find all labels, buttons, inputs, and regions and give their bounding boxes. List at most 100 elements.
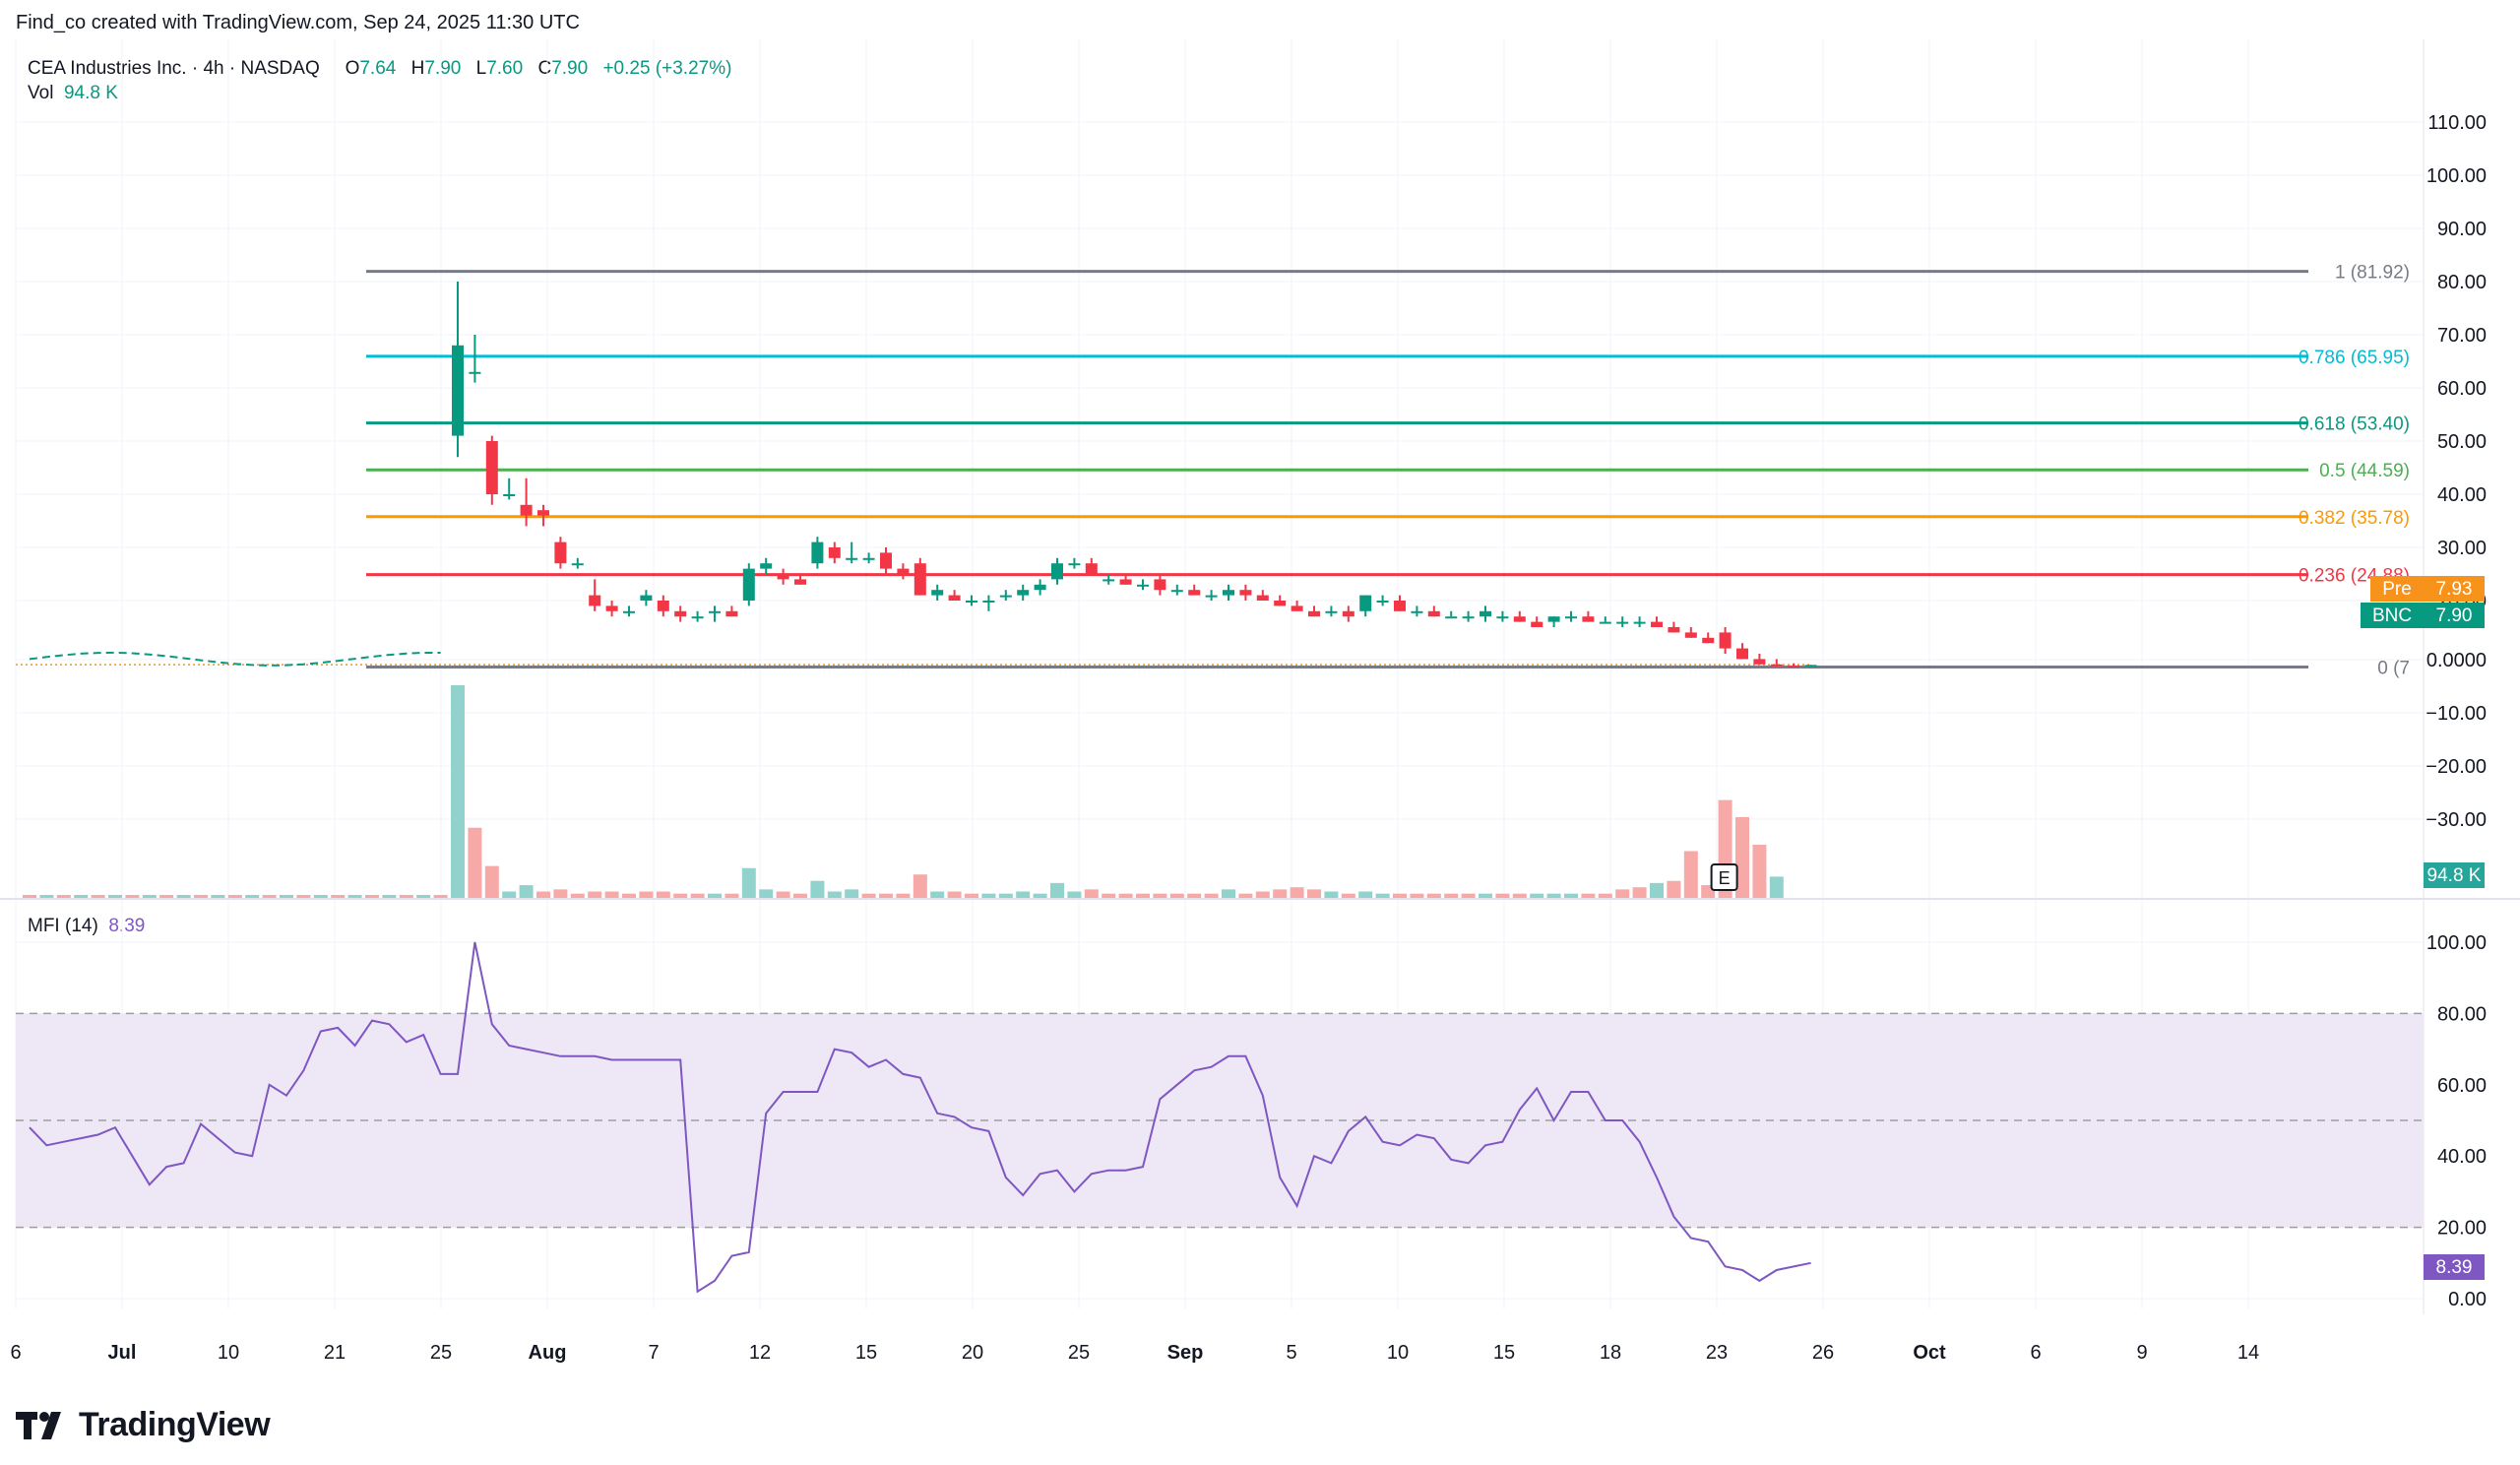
low-value: 7.60	[486, 58, 524, 79]
mfi-label[interactable]: MFI (14)	[28, 916, 98, 936]
mfi-axis-label: 0.00	[2448, 1289, 2487, 1310]
candle-body	[794, 579, 806, 585]
volume-bar	[879, 893, 893, 898]
volume-bar	[1290, 887, 1304, 898]
close-value: 7.90	[551, 58, 589, 79]
volume-legend: Vol 94.8 K	[28, 83, 118, 104]
volume-bar	[1581, 893, 1596, 898]
time-axis-label: 10	[218, 1342, 239, 1364]
mfi-axis-label: 20.00	[2437, 1218, 2487, 1240]
candle-body	[1274, 601, 1287, 606]
symbol-title[interactable]: CEA Industries Inc. · 4h · NASDAQ	[28, 58, 320, 79]
tradingview-wordmark: TradingView	[79, 1406, 271, 1443]
candle-body	[1223, 590, 1234, 596]
volume-bar	[1084, 889, 1099, 898]
volume-badge-value: 94.8 K	[2427, 865, 2482, 886]
volume-bar	[1136, 893, 1150, 898]
volume-bar	[1255, 891, 1270, 898]
volume-bar	[690, 893, 705, 898]
time-axis-label: 6	[2030, 1342, 2041, 1364]
fib-level-label: 0.5 (44.59)	[2319, 461, 2410, 481]
fib-level-label: 0 (7	[2377, 659, 2410, 679]
candle-body	[571, 563, 584, 566]
candle-body	[1068, 563, 1081, 566]
last-price-badge: BNC 7.90	[2361, 603, 2485, 628]
volume-value: 94.8 K	[63, 83, 118, 103]
volume-badge: 94.8 K	[2424, 862, 2485, 888]
candle-body	[1770, 664, 1783, 667]
candle-body	[1170, 590, 1183, 593]
candle-body	[485, 441, 498, 494]
volume-bar	[484, 865, 499, 898]
volume-axis-label: 0.0000	[2426, 650, 2487, 671]
volume-bar	[74, 895, 89, 898]
mfi-axis-label: 60.00	[2437, 1075, 2487, 1097]
volume-bar	[981, 893, 996, 898]
volume-bar	[39, 895, 54, 898]
volume-bar	[1769, 876, 1784, 898]
candle-body	[589, 595, 601, 606]
chart-canvas[interactable]: 1 (81.92) 0.786 (65.95) 0.618 (53.40) 0.5 (…	[0, 0, 2520, 1388]
candle-body	[897, 568, 910, 574]
volume-bar	[1512, 893, 1527, 898]
volume-bar	[331, 895, 346, 898]
volume-bar	[1598, 893, 1612, 898]
volume-bar	[810, 880, 825, 898]
volume-bar	[468, 827, 482, 898]
candle-body	[982, 601, 995, 603]
candle-body	[880, 552, 892, 569]
candle-body	[1496, 616, 1509, 619]
volume-label[interactable]: Vol	[28, 83, 54, 103]
volume-bar	[159, 895, 174, 898]
volume-bar	[776, 891, 790, 898]
volume-bar	[347, 895, 362, 898]
candle-body	[760, 563, 773, 569]
volume-bar	[280, 895, 293, 898]
volume-bar	[1752, 845, 1767, 898]
candle-body	[1633, 621, 1646, 624]
candle-body	[999, 595, 1012, 598]
candle-body	[1325, 610, 1338, 613]
volume-bar	[1067, 891, 1082, 898]
candle-body	[1017, 590, 1030, 596]
price-axis-label: 70.00	[2437, 325, 2487, 347]
volume-bar	[56, 895, 71, 898]
volume-bar	[1667, 880, 1681, 898]
candle-body	[966, 601, 977, 603]
close-label: C	[537, 58, 552, 79]
open-label: O	[345, 58, 360, 79]
high-value: 7.90	[424, 58, 462, 79]
volume-bar	[741, 867, 756, 898]
volume-axis-label: −10.00	[2426, 703, 2487, 725]
volume-bar	[588, 891, 602, 898]
candle-body	[1736, 648, 1748, 660]
volume-bar	[827, 891, 842, 898]
volume-bar	[262, 895, 277, 898]
volume-bar	[1016, 891, 1031, 898]
candle-body	[537, 510, 549, 516]
volume-bar	[1187, 893, 1202, 898]
candle-body	[691, 616, 704, 619]
volume-bar	[365, 895, 379, 898]
candle-body	[657, 601, 669, 611]
volume-bar	[1169, 893, 1184, 898]
candle-body	[469, 371, 481, 374]
candle-body	[1394, 601, 1406, 611]
volume-series	[23, 685, 1784, 898]
tradingview-logo[interactable]: TradingView	[16, 1406, 271, 1444]
earnings-marker-icon	[1710, 863, 1738, 891]
candle-body	[1427, 610, 1440, 617]
volume-bar	[142, 895, 157, 898]
time-axis-label: 25	[1068, 1342, 1090, 1364]
earnings-marker-label: E	[1719, 868, 1731, 888]
mfi-badge-value: 8.39	[2436, 1257, 2473, 1278]
candle-body	[1154, 579, 1166, 591]
candle-body	[1599, 621, 1611, 624]
candle-body	[828, 547, 841, 558]
candle-body	[1102, 579, 1115, 582]
time-axis-label: 5	[1286, 1342, 1296, 1364]
pre-market-badge-value: 7.93	[2436, 579, 2473, 600]
last-price-badge-label-bg	[2361, 603, 2424, 628]
volume-bar	[125, 895, 140, 898]
volume-bar	[708, 893, 722, 898]
